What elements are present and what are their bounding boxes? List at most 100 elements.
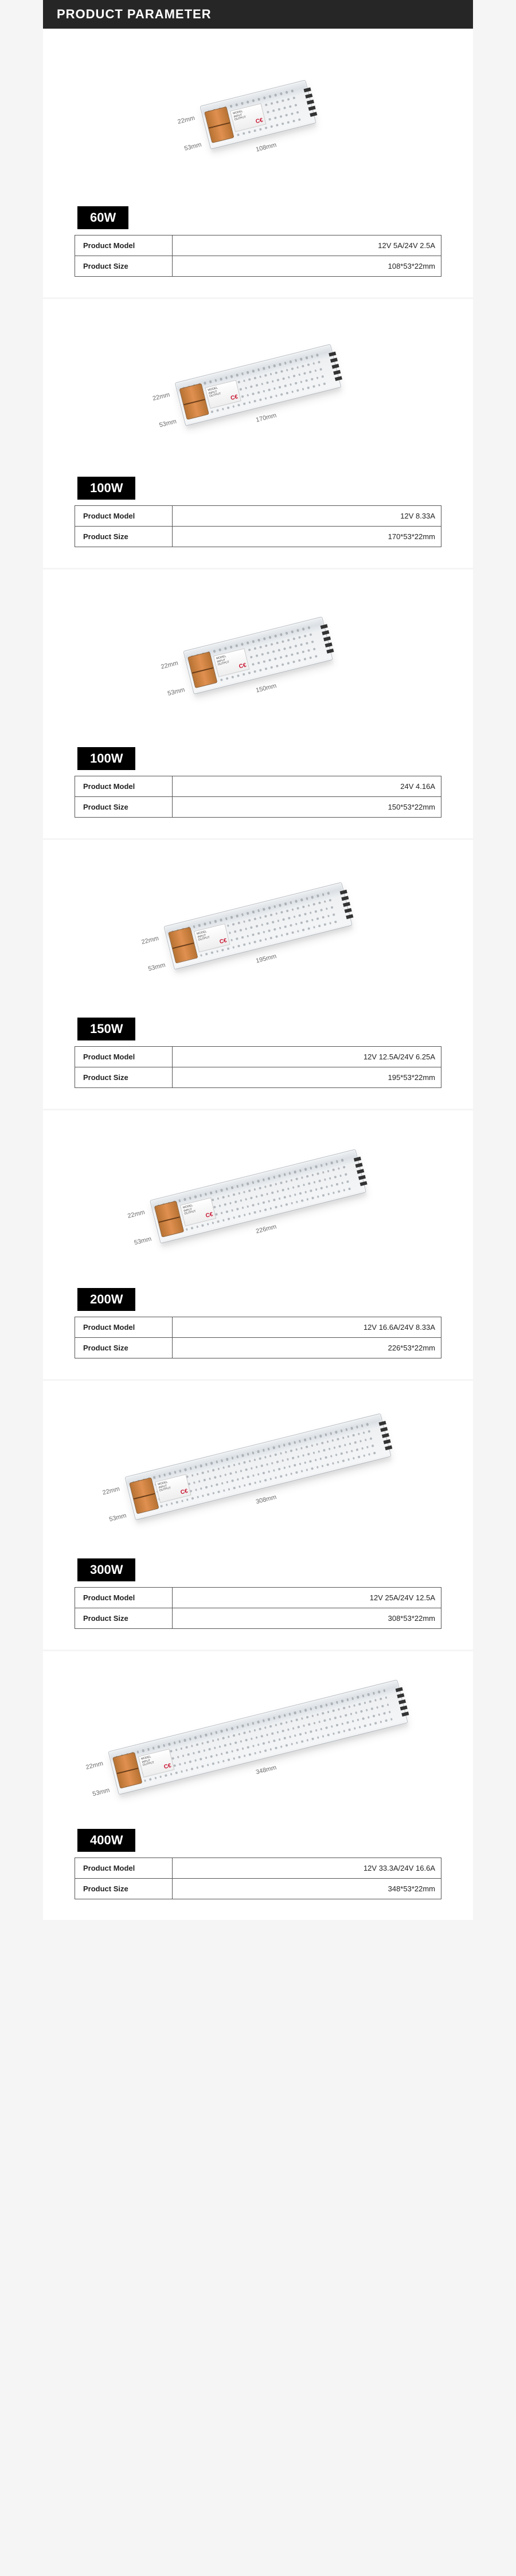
value-size: 108*53*22mm xyxy=(173,256,441,277)
dimension-length: 150mm xyxy=(255,682,277,694)
table-row: Product Size108*53*22mm xyxy=(75,256,441,277)
label-model: Product Model xyxy=(75,1317,173,1338)
value-size: 348*53*22mm xyxy=(173,1879,441,1899)
label-model: Product Model xyxy=(75,1858,173,1879)
spec-table: Product Model12V 16.6A/24V 8.33AProduct … xyxy=(75,1317,441,1358)
label-size: Product Size xyxy=(75,1067,173,1088)
dimension-height: 22mm xyxy=(160,659,179,670)
spec-table: Product Model12V 5A/24V 2.5AProduct Size… xyxy=(75,235,441,277)
value-model: 12V 25A/24V 12.5A xyxy=(173,1588,441,1608)
psu-illustration: MODELINPUTOUTPUTC€195mm53mm22mm xyxy=(163,882,352,969)
label-size: Product Size xyxy=(75,527,173,547)
label-model: Product Model xyxy=(75,1588,173,1608)
product-image: MODELINPUTOUTPUTC€195mm53mm22mm xyxy=(43,840,473,1012)
dimension-width: 53mm xyxy=(159,418,178,429)
dimension-height: 22mm xyxy=(85,1760,104,1771)
spec-table: Product Model12V 25A/24V 12.5AProduct Si… xyxy=(75,1587,441,1629)
product-section: MODELINPUTOUTPUTC€108mm53mm22mm 60W Produc… xyxy=(43,29,473,299)
terminal-pins xyxy=(320,624,334,653)
wattage-badge: 400W xyxy=(77,1829,135,1852)
psu-illustration: MODELINPUTOUTPUTC€226mm53mm22mm xyxy=(150,1149,366,1243)
label-model: Product Model xyxy=(75,1047,173,1067)
dimension-height: 22mm xyxy=(102,1486,121,1497)
table-row: Product Model12V 25A/24V 12.5A xyxy=(75,1588,441,1608)
wattage-badge: 100W xyxy=(77,477,135,500)
value-size: 308*53*22mm xyxy=(173,1608,441,1629)
psu-illustration: MODELINPUTOUTPUTC€108mm53mm22mm xyxy=(200,80,316,150)
dimension-length: 348mm xyxy=(255,1764,277,1776)
table-row: Product Model24V 4.16A xyxy=(75,776,441,797)
psu-illustration: MODELINPUTOUTPUTC€348mm53mm22mm xyxy=(108,1679,408,1794)
dimension-width: 53mm xyxy=(183,142,202,152)
wattage-badge: 200W xyxy=(77,1288,135,1311)
product-image: MODELINPUTOUTPUTC€170mm53mm22mm xyxy=(43,299,473,471)
product-section: MODELINPUTOUTPUTC€195mm53mm22mm 150W Produ… xyxy=(43,840,473,1110)
label-size: Product Size xyxy=(75,1338,173,1358)
table-row: Product Size308*53*22mm xyxy=(75,1608,441,1629)
table-row: Product Model12V 8.33A xyxy=(75,506,441,527)
dimension-height: 22mm xyxy=(152,391,171,402)
dimension-width: 53mm xyxy=(108,1512,127,1523)
label-size: Product Size xyxy=(75,797,173,818)
table-row: Product Model12V 16.6A/24V 8.33A xyxy=(75,1317,441,1338)
dimension-width: 53mm xyxy=(134,1235,153,1246)
table-row: Product Model12V 12.5A/24V 6.25A xyxy=(75,1047,441,1067)
terminal-pins xyxy=(304,88,318,117)
table-row: Product Model12V 33.3A/24V 16.6A xyxy=(75,1858,441,1879)
product-image: MODELINPUTOUTPUTC€150mm53mm22mm xyxy=(43,570,473,741)
table-row: Product Size348*53*22mm xyxy=(75,1879,441,1899)
product-section: MODELINPUTOUTPUTC€150mm53mm22mm100WProdu… xyxy=(43,570,473,840)
dimension-height: 22mm xyxy=(127,1209,146,1220)
table-row: Product Model12V 5A/24V 2.5A xyxy=(75,235,441,256)
table-row: Product Size195*53*22mm xyxy=(75,1067,441,1088)
product-section: MODELINPUTOUTPUTC€170mm53mm22mm 100W Produ… xyxy=(43,299,473,570)
psu-illustration: MODELINPUTOUTPUTC€308mm53mm22mm xyxy=(124,1413,391,1521)
value-size: 226*53*22mm xyxy=(173,1338,441,1358)
dimension-length: 226mm xyxy=(255,1223,277,1235)
product-image: MODELINPUTOUTPUTC€226mm53mm22mm xyxy=(43,1110,473,1282)
table-row: Product Size170*53*22mm xyxy=(75,527,441,547)
terminal-pins xyxy=(340,890,354,919)
value-model: 12V 16.6A/24V 8.33A xyxy=(173,1317,441,1338)
label-size: Product Size xyxy=(75,1608,173,1629)
terminal-pins xyxy=(396,1687,409,1717)
label-model: Product Model xyxy=(75,776,173,797)
wattage-badge: 100W xyxy=(77,747,135,770)
dimension-width: 53mm xyxy=(167,686,186,697)
terminal-pins xyxy=(329,352,342,381)
value-model: 12V 5A/24V 2.5A xyxy=(173,235,441,256)
spec-table: Product Model24V 4.16AProduct Size150*53… xyxy=(75,776,441,818)
wattage-badge: 150W xyxy=(77,1018,135,1040)
value-size: 170*53*22mm xyxy=(173,527,441,547)
value-model: 12V 8.33A xyxy=(173,506,441,527)
dimension-length: 308mm xyxy=(255,1494,277,1506)
label-size: Product Size xyxy=(75,256,173,277)
terminal-pins xyxy=(354,1157,368,1186)
wattage-badge: 300W xyxy=(77,1558,135,1581)
wattage-badge: 60W xyxy=(77,206,128,229)
value-size: 195*53*22mm xyxy=(173,1067,441,1088)
terminal-pins xyxy=(379,1421,393,1450)
table-row: Product Size226*53*22mm xyxy=(75,1338,441,1358)
psu-illustration: MODELINPUTOUTPUTC€170mm53mm22mm xyxy=(175,344,342,426)
product-image: MODELINPUTOUTPUTC€308mm53mm22mm xyxy=(43,1381,473,1553)
value-model: 12V 12.5A/24V 6.25A xyxy=(173,1047,441,1067)
label-model: Product Model xyxy=(75,235,173,256)
label-model: Product Model xyxy=(75,506,173,527)
value-size: 150*53*22mm xyxy=(173,797,441,818)
product-image: MODELINPUTOUTPUTC€348mm53mm22mm xyxy=(43,1651,473,1823)
dimension-width: 53mm xyxy=(92,1787,111,1798)
spec-table: Product Model12V 12.5A/24V 6.25AProduct … xyxy=(75,1046,441,1088)
value-model: 24V 4.16A xyxy=(173,776,441,797)
product-section: MODELINPUTOUTPUTC€308mm53mm22mm 300W Produ… xyxy=(43,1381,473,1651)
spec-table: Product Model12V 8.33AProduct Size170*53… xyxy=(75,505,441,547)
product-parameter-page: PRODUCT PARAMETER MODELINPUTOUTPUTC€108m… xyxy=(43,0,473,1922)
product-section: MODELINPUTOUTPUTC€226mm53mm22mm 200W Produ… xyxy=(43,1110,473,1381)
dimension-height: 22mm xyxy=(177,115,196,125)
dimension-length: 108mm xyxy=(255,142,277,154)
spec-table: Product Model12V 33.3A/24V 16.6AProduct … xyxy=(75,1858,441,1899)
page-header: PRODUCT PARAMETER xyxy=(43,0,473,29)
table-row: Product Size150*53*22mm xyxy=(75,797,441,818)
dimension-width: 53mm xyxy=(147,961,166,972)
dimension-length: 195mm xyxy=(255,953,277,965)
